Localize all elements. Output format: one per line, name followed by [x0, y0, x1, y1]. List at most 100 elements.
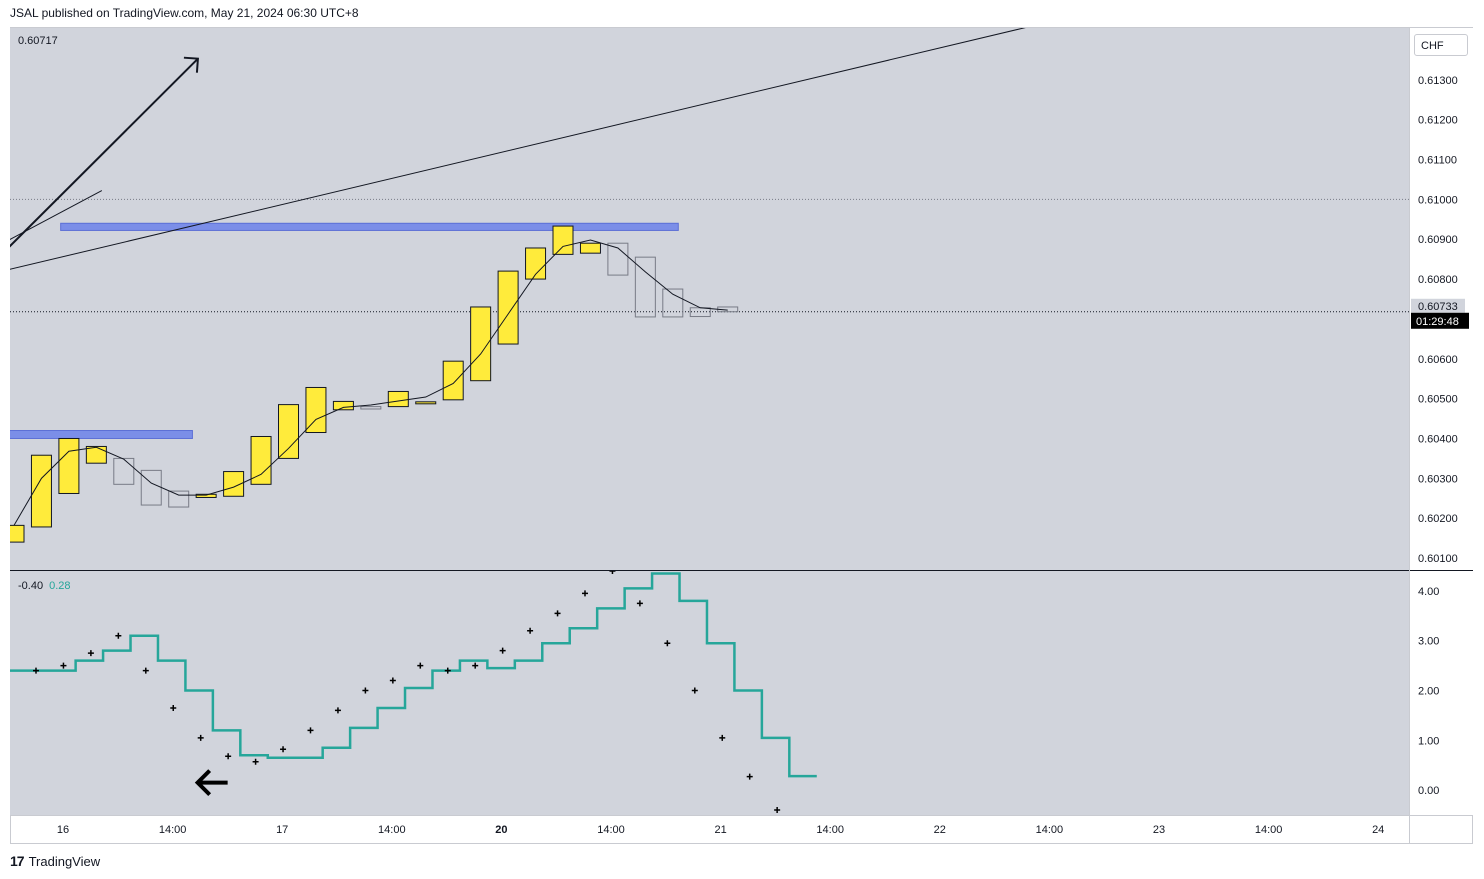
time-tick-label: 14:00 [378, 824, 406, 836]
indicator-point [664, 640, 671, 647]
indicator-point [636, 600, 643, 607]
support-zone-0 [60, 222, 679, 231]
price-axis-bg [1409, 28, 1473, 815]
time-tick-label: 14:00 [159, 824, 187, 836]
current-price-label: 0.60733 [1418, 301, 1458, 313]
time-tick-label: 14:00 [1036, 824, 1064, 836]
candle [360, 406, 382, 410]
indicator-point [362, 687, 369, 694]
indicator-point [472, 662, 479, 669]
indicator-point [527, 627, 534, 634]
indicator-point [746, 773, 753, 780]
indicator-point [87, 650, 94, 657]
indicator-tick-label: 4.00 [1418, 586, 1439, 598]
price-tick-label: 0.60300 [1418, 473, 1458, 485]
time-tick-label: 14:00 [1255, 824, 1283, 836]
support-zone-1 [10, 430, 193, 439]
indicator-point [444, 667, 451, 674]
countdown-label: 01:29:48 [1416, 316, 1459, 328]
candle [497, 270, 519, 345]
candle [223, 471, 245, 497]
main-plot [10, 28, 1409, 543]
indicator-point [307, 727, 314, 734]
candle [470, 306, 492, 382]
tradingview-brand[interactable]: TradingView [28, 853, 101, 869]
moving-average-line [13, 239, 728, 526]
candle [113, 457, 135, 485]
current-price-tag [1411, 298, 1465, 313]
time-tick-label: 17 [276, 824, 288, 836]
candle [387, 390, 409, 408]
candle [332, 400, 354, 411]
indicator-pane-bg [10, 571, 1409, 815]
price-high-label: 0.60717 [18, 35, 58, 47]
indicator-point [582, 590, 588, 597]
indicator-point [252, 758, 259, 765]
candle [10, 524, 25, 543]
currency-button[interactable]: CHF [1414, 34, 1468, 56]
footer: 17 TradingView [10, 853, 100, 869]
price-tick-label: 0.60100 [1418, 553, 1458, 565]
publish-header: JSAL published on TradingView.com, May 2… [10, 6, 359, 20]
indicator-point [499, 647, 506, 654]
candle [278, 404, 299, 459]
channel-line-0 [10, 28, 1026, 270]
candle [662, 288, 684, 318]
price-tick-label: 0.61000 [1418, 194, 1458, 206]
price-tick-label: 0.60900 [1418, 234, 1458, 246]
price-tick-label: 0.60500 [1418, 394, 1458, 406]
indicator-plot [10, 571, 817, 814]
indicator-point [170, 704, 177, 711]
candle [552, 225, 574, 255]
indicator-tick-label: 1.00 [1418, 735, 1439, 747]
left-arrow-marker-icon [194, 769, 228, 797]
price-tick-label: 0.60400 [1418, 433, 1458, 445]
time-tick-label: 24 [1372, 824, 1384, 836]
trend-arrow-line [10, 57, 199, 248]
indicator-point [33, 667, 39, 674]
indicator-point [774, 807, 781, 814]
price-tick-label: 0.61100 [1418, 155, 1457, 167]
candle [607, 242, 629, 276]
indicator-point [225, 753, 232, 760]
price-tick-label: 0.60800 [1418, 274, 1458, 286]
price-tick-label: 0.60200 [1418, 513, 1458, 525]
candle [85, 445, 107, 464]
indicator-point [719, 734, 726, 741]
time-tick-label: 14:00 [597, 824, 625, 836]
indicator-step-line [10, 572, 817, 778]
candle [442, 360, 464, 401]
main-pane-bg [10, 28, 1409, 570]
indicator-point [334, 707, 341, 714]
candle [250, 435, 272, 485]
time-tick-label: 20 [495, 824, 507, 836]
price-tick-label: 0.60600 [1418, 354, 1458, 366]
tradingview-logo-icon[interactable]: 17 [10, 853, 25, 869]
indicator-value-1: -0.40 [18, 580, 44, 592]
indicator-point [417, 662, 424, 669]
countdown-tag [1411, 312, 1469, 329]
indicator-point [609, 571, 616, 574]
time-tick-label: 23 [1153, 824, 1165, 836]
indicator-point [691, 687, 698, 694]
time-tick-label: 16 [57, 824, 69, 836]
indicator-point [554, 610, 561, 617]
candle [195, 493, 217, 498]
candle [579, 242, 601, 254]
indicator-values: -0.40 0.28 [18, 580, 71, 592]
candle [415, 401, 437, 405]
price-tick-label: 0.61300 [1418, 75, 1458, 87]
indicator-point [115, 632, 122, 639]
trend-arrow-head [183, 56, 199, 73]
indicator-point [60, 662, 67, 669]
indicator-point [142, 667, 149, 674]
time-tick-label: 14:00 [816, 824, 844, 836]
indicator-point [197, 734, 204, 741]
candle [168, 490, 190, 508]
indicator-tick-label: 0.00 [1418, 785, 1439, 797]
time-tick-label: 22 [934, 824, 946, 836]
indicator-value-2: 0.28 [49, 580, 71, 592]
candle [58, 437, 80, 494]
indicator-tick-label: 2.00 [1418, 686, 1439, 698]
